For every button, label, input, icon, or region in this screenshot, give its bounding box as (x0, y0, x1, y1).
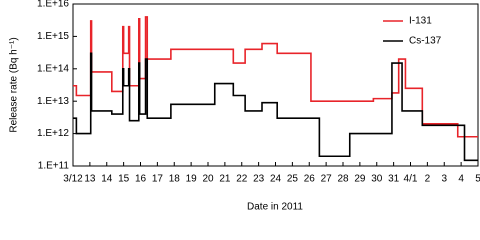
x-tick-label: 31 (388, 174, 400, 185)
legend-label: Cs-137 (409, 36, 442, 47)
y-tick-label: 1.E+16 (37, 0, 69, 10)
x-tick-label: 18 (169, 174, 181, 185)
x-tick-label: 3/12 (63, 174, 83, 185)
x-tick-label: 3 (441, 174, 447, 185)
x-tick-label: 27 (321, 174, 333, 185)
x-tick-label: 29 (354, 174, 366, 185)
x-tick-label: 26 (304, 174, 316, 185)
x-tick-label: 15 (118, 174, 130, 185)
x-tick-label: 21 (219, 174, 231, 185)
x-tick-label: 25 (287, 174, 299, 185)
x-tick-label: 30 (371, 174, 383, 185)
x-axis-label: Date in 2011 (247, 202, 303, 213)
x-tick-label: 20 (202, 174, 214, 185)
y-tick-label: 1.E+13 (37, 96, 69, 107)
y-axis-label: Release rate (Bq h⁻¹) (9, 37, 20, 132)
series-line (73, 52, 478, 162)
x-tick-label: 4/1 (404, 174, 418, 185)
y-tick-label: 1.E+14 (37, 63, 69, 74)
legend-label: I-131 (409, 16, 432, 27)
series-line (73, 16, 478, 138)
x-tick-label: 5 (475, 174, 480, 185)
y-tick-label: 1.E+11 (38, 161, 70, 172)
x-tick-label: 14 (101, 174, 113, 185)
x-tick-label: 19 (186, 174, 198, 185)
x-tick-label: 17 (152, 174, 164, 185)
chart: Release rate (Bq h⁻¹) Date in 2011 1.E+1… (9, 0, 480, 213)
x-tick-label: 22 (236, 174, 248, 185)
x-tick-label: 23 (253, 174, 265, 185)
x-tick-label: 2 (425, 174, 431, 185)
x-tick-label: 28 (337, 174, 349, 185)
y-tick-label: 1.E+15 (37, 31, 69, 42)
x-tick-label: 4 (458, 174, 464, 185)
y-tick-label: 1.E+12 (37, 128, 69, 139)
x-tick-label: 24 (270, 174, 282, 185)
x-tick-label: 13 (84, 174, 96, 185)
x-tick-label: 16 (135, 174, 147, 185)
